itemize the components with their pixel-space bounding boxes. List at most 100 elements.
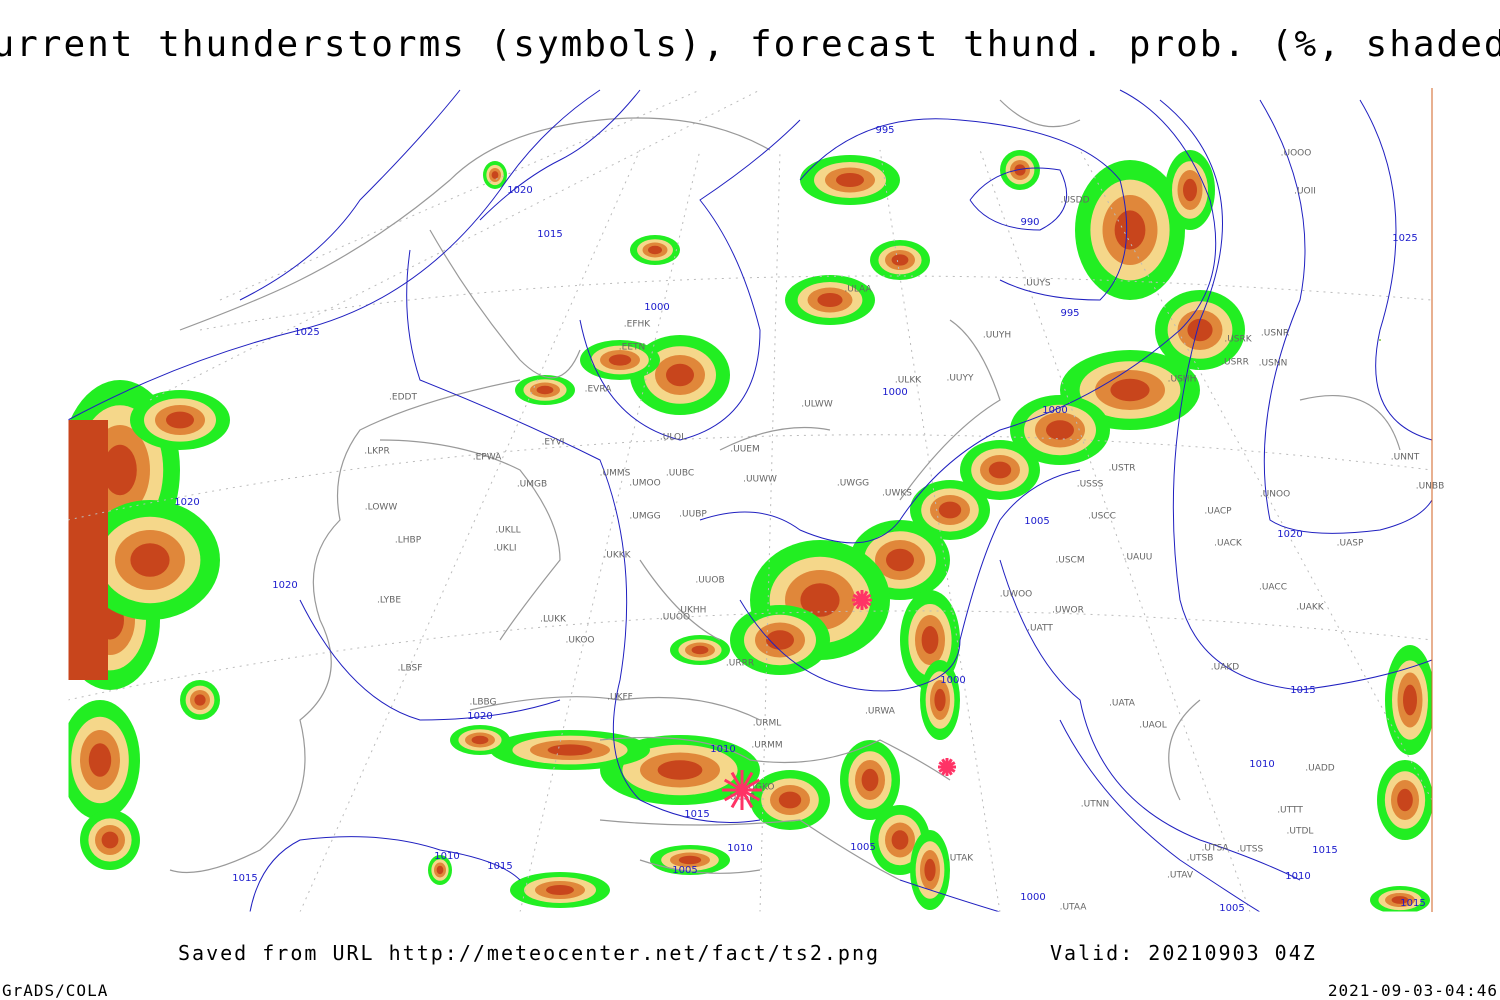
- storm-symbol: [741, 788, 761, 802]
- station-label: .EYVI: [542, 438, 565, 448]
- storm-prob-area: [436, 865, 444, 875]
- station-label: .UUOO: [660, 613, 690, 623]
- station-label: .UKKK: [603, 551, 631, 561]
- station-label: .USCM: [1055, 556, 1084, 566]
- storm-prob-area: [891, 254, 909, 266]
- isobar-labels: 995 1020 1015 1000 990 995 1025 1025 1000 1000 102…: [174, 125, 1425, 914]
- storm-prob-area: [861, 768, 879, 792]
- station-label: .URWA: [865, 707, 896, 717]
- station-label: .USRK: [1224, 335, 1252, 345]
- isobar-label: 1010: [434, 851, 459, 862]
- station-label: .UTSA: [1202, 844, 1230, 854]
- storm-prob-area: [817, 293, 843, 307]
- isobar-label: 1020: [467, 711, 492, 722]
- station-label: .EVRA: [585, 385, 613, 395]
- station-label: .USNR: [1261, 329, 1289, 339]
- storm-prob-area: [546, 884, 574, 896]
- storm-prob-area: [886, 548, 914, 572]
- station-label: .UACP: [1204, 507, 1232, 517]
- station-label: .LKPR: [364, 447, 389, 457]
- station-label: .UTSB: [1187, 854, 1214, 864]
- isobar-label: 1015: [1312, 845, 1337, 856]
- isobar-label: 1005: [1024, 516, 1049, 527]
- isobar-label: 1005: [672, 865, 697, 876]
- station-label: .UWGG: [837, 479, 869, 489]
- storm-prob-area: [1391, 896, 1409, 904]
- station-label: .LOWW: [365, 503, 398, 513]
- isobar-label: 1010: [1249, 759, 1274, 770]
- storm-symbol: [740, 771, 754, 791]
- source: Saved from URL http://meteocenter.net/fa…: [178, 941, 880, 965]
- station-label: .UWOO: [1000, 590, 1033, 600]
- station-label: .UUBC: [666, 469, 694, 479]
- storm-symbol: [741, 778, 761, 792]
- isobar-label: 1000: [1020, 892, 1045, 903]
- station-label: .UUEM: [730, 445, 760, 455]
- station-label: .UATA: [1109, 699, 1136, 709]
- station-label: .UGKO: [746, 783, 775, 793]
- isobar-label: 1000: [882, 387, 907, 398]
- storm-prob-area: [648, 245, 662, 255]
- isobar-label: 1015: [1400, 898, 1425, 909]
- station-label: .UOOO: [1281, 149, 1312, 159]
- isobar-label: 1015: [487, 861, 512, 872]
- station-label: .UAOL: [1139, 721, 1167, 731]
- isobar-label: 1010: [1285, 871, 1310, 882]
- station-label: .UACC: [1259, 583, 1287, 593]
- station-label: .ULWW: [801, 400, 833, 410]
- station-label: .UUWW: [743, 475, 777, 485]
- station-label: .UNNT: [1391, 453, 1420, 463]
- station-label: .UASP: [1337, 539, 1364, 549]
- storm-prob-area: [1403, 684, 1417, 716]
- storm-symbol: [740, 789, 754, 809]
- station-label: .LBSF: [398, 664, 423, 674]
- station-label: .UKFF: [607, 693, 633, 703]
- station-label: .USTR: [1109, 464, 1136, 474]
- storm-prob-area: [678, 855, 702, 865]
- station-label: .UTNN: [1081, 800, 1109, 810]
- station-label: .UTSS: [1237, 845, 1264, 855]
- storm-prob-area: [891, 830, 909, 850]
- storm-prob-area: [101, 831, 119, 849]
- title: Current thunderstorms (symbols), forecas…: [0, 24, 1500, 65]
- shading: [68, 150, 1432, 912]
- storm-symbol: [861, 593, 872, 602]
- station-label: .ULOL: [660, 433, 686, 443]
- storm-prob-area: [68, 420, 108, 680]
- storm-symbol: [730, 789, 744, 809]
- station-label: .UNBB: [1416, 482, 1445, 492]
- station-label: .UTAK: [947, 854, 974, 864]
- station-label: .UTAV: [1167, 871, 1194, 881]
- station-label: .UUYS: [1023, 279, 1051, 289]
- station-label: .UKHH: [678, 606, 707, 616]
- isobar-label: 1005: [850, 842, 875, 853]
- isobar-label: 1000: [1042, 405, 1067, 416]
- station-label: .UMGG: [629, 512, 660, 522]
- storm-symbol: [946, 761, 956, 769]
- station-label: .LHBP: [395, 536, 422, 546]
- storm-prob-area: [1187, 318, 1213, 342]
- borders: [169, 99, 1401, 881]
- storm-symbol: [730, 771, 744, 791]
- storm-prob-area: [800, 583, 840, 617]
- station-label: .EPWA: [473, 453, 502, 463]
- storm-prob-area: [130, 543, 170, 577]
- isobar-label: 1000: [940, 675, 965, 686]
- station-label: .UTTT: [1277, 806, 1303, 816]
- storm-prob-area: [934, 688, 946, 712]
- storm-prob-area: [608, 354, 632, 366]
- station-label: .USRR: [1221, 358, 1249, 368]
- station-label: .UUOB: [695, 576, 724, 586]
- station-label: .UADD: [1305, 764, 1335, 774]
- station-label: .UMGB: [517, 480, 547, 490]
- station-label: .URML: [753, 719, 781, 729]
- storm-prob-area: [491, 171, 499, 179]
- isobar-label: 1020: [174, 497, 199, 508]
- storm-prob-area: [657, 760, 703, 780]
- station-label: .LUKK: [540, 615, 567, 625]
- station-label: .UACK: [1214, 539, 1243, 549]
- isobar-label: 1015: [1290, 685, 1315, 696]
- storm-prob-area: [924, 858, 936, 882]
- valid: Valid: 20210903 04Z: [1050, 941, 1317, 965]
